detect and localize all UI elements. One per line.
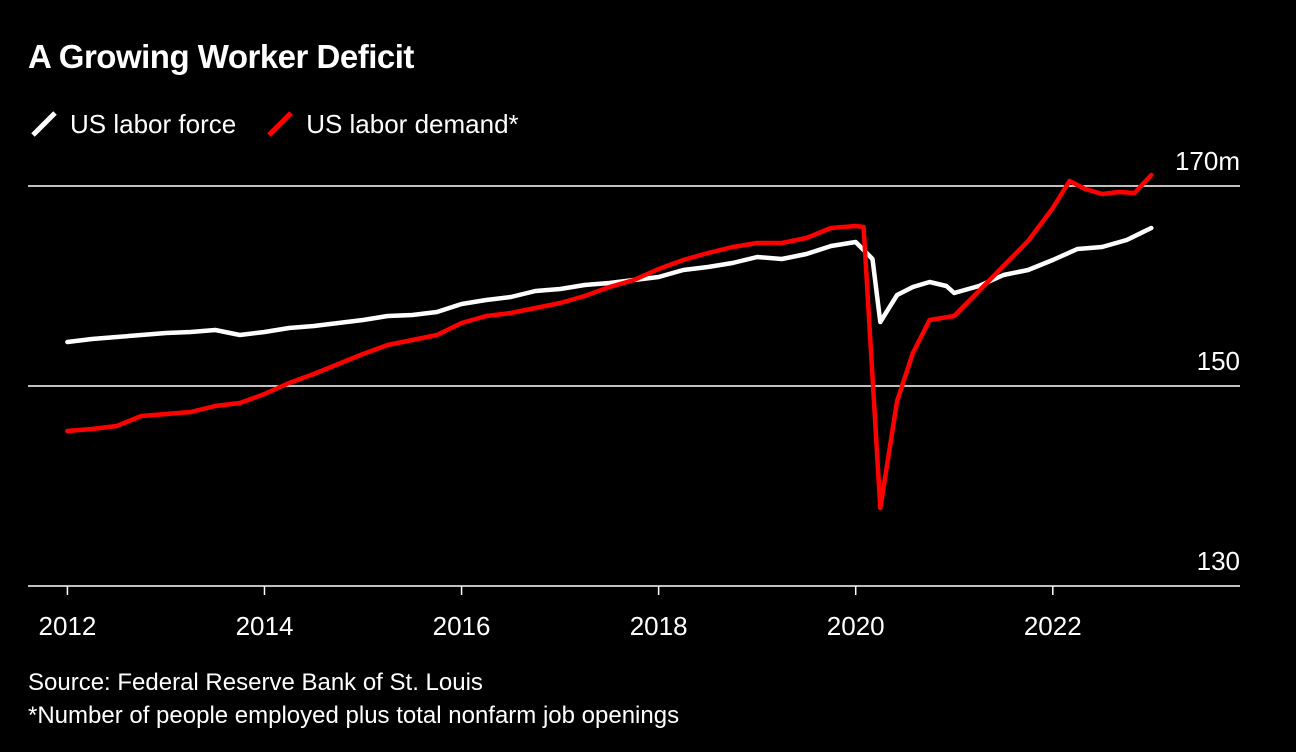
source-note: Source: Federal Reserve Bank of St. Loui… <box>28 669 483 696</box>
line-slash-icon <box>267 111 293 137</box>
legend-item-labor-force: US labor force <box>28 108 236 140</box>
x-tick-label-2012: 2012 <box>38 611 96 641</box>
legend: US labor force US labor demand* <box>28 104 519 144</box>
y-tick-label-150: 150 <box>1197 346 1240 376</box>
y-tick-label-130: 130 <box>1197 546 1240 576</box>
x-tick-label-2020: 2020 <box>827 611 885 641</box>
series-line-labor-demand <box>65 172 1154 511</box>
series-line-labor-force <box>65 225 1154 345</box>
line-slash-icon <box>31 111 57 137</box>
x-tick-label-2022: 2022 <box>1024 611 1082 641</box>
x-tick-label-2016: 2016 <box>433 611 491 641</box>
legend-label-labor-demand: US labor demand* <box>306 108 519 139</box>
footnote: *Number of people employed plus total no… <box>28 702 680 729</box>
x-tick-label-2018: 2018 <box>630 611 688 641</box>
legend-item-labor-demand: US labor demand* <box>264 108 519 140</box>
legend-label-labor-force: US labor force <box>70 108 237 139</box>
x-tick-label-2014: 2014 <box>236 611 294 641</box>
chart-footer: Source: Federal Reserve Bank of St. Loui… <box>28 666 679 732</box>
y-tick-label-170: 170m <box>1175 146 1240 176</box>
chart-title: A Growing Worker Deficit <box>28 38 414 75</box>
